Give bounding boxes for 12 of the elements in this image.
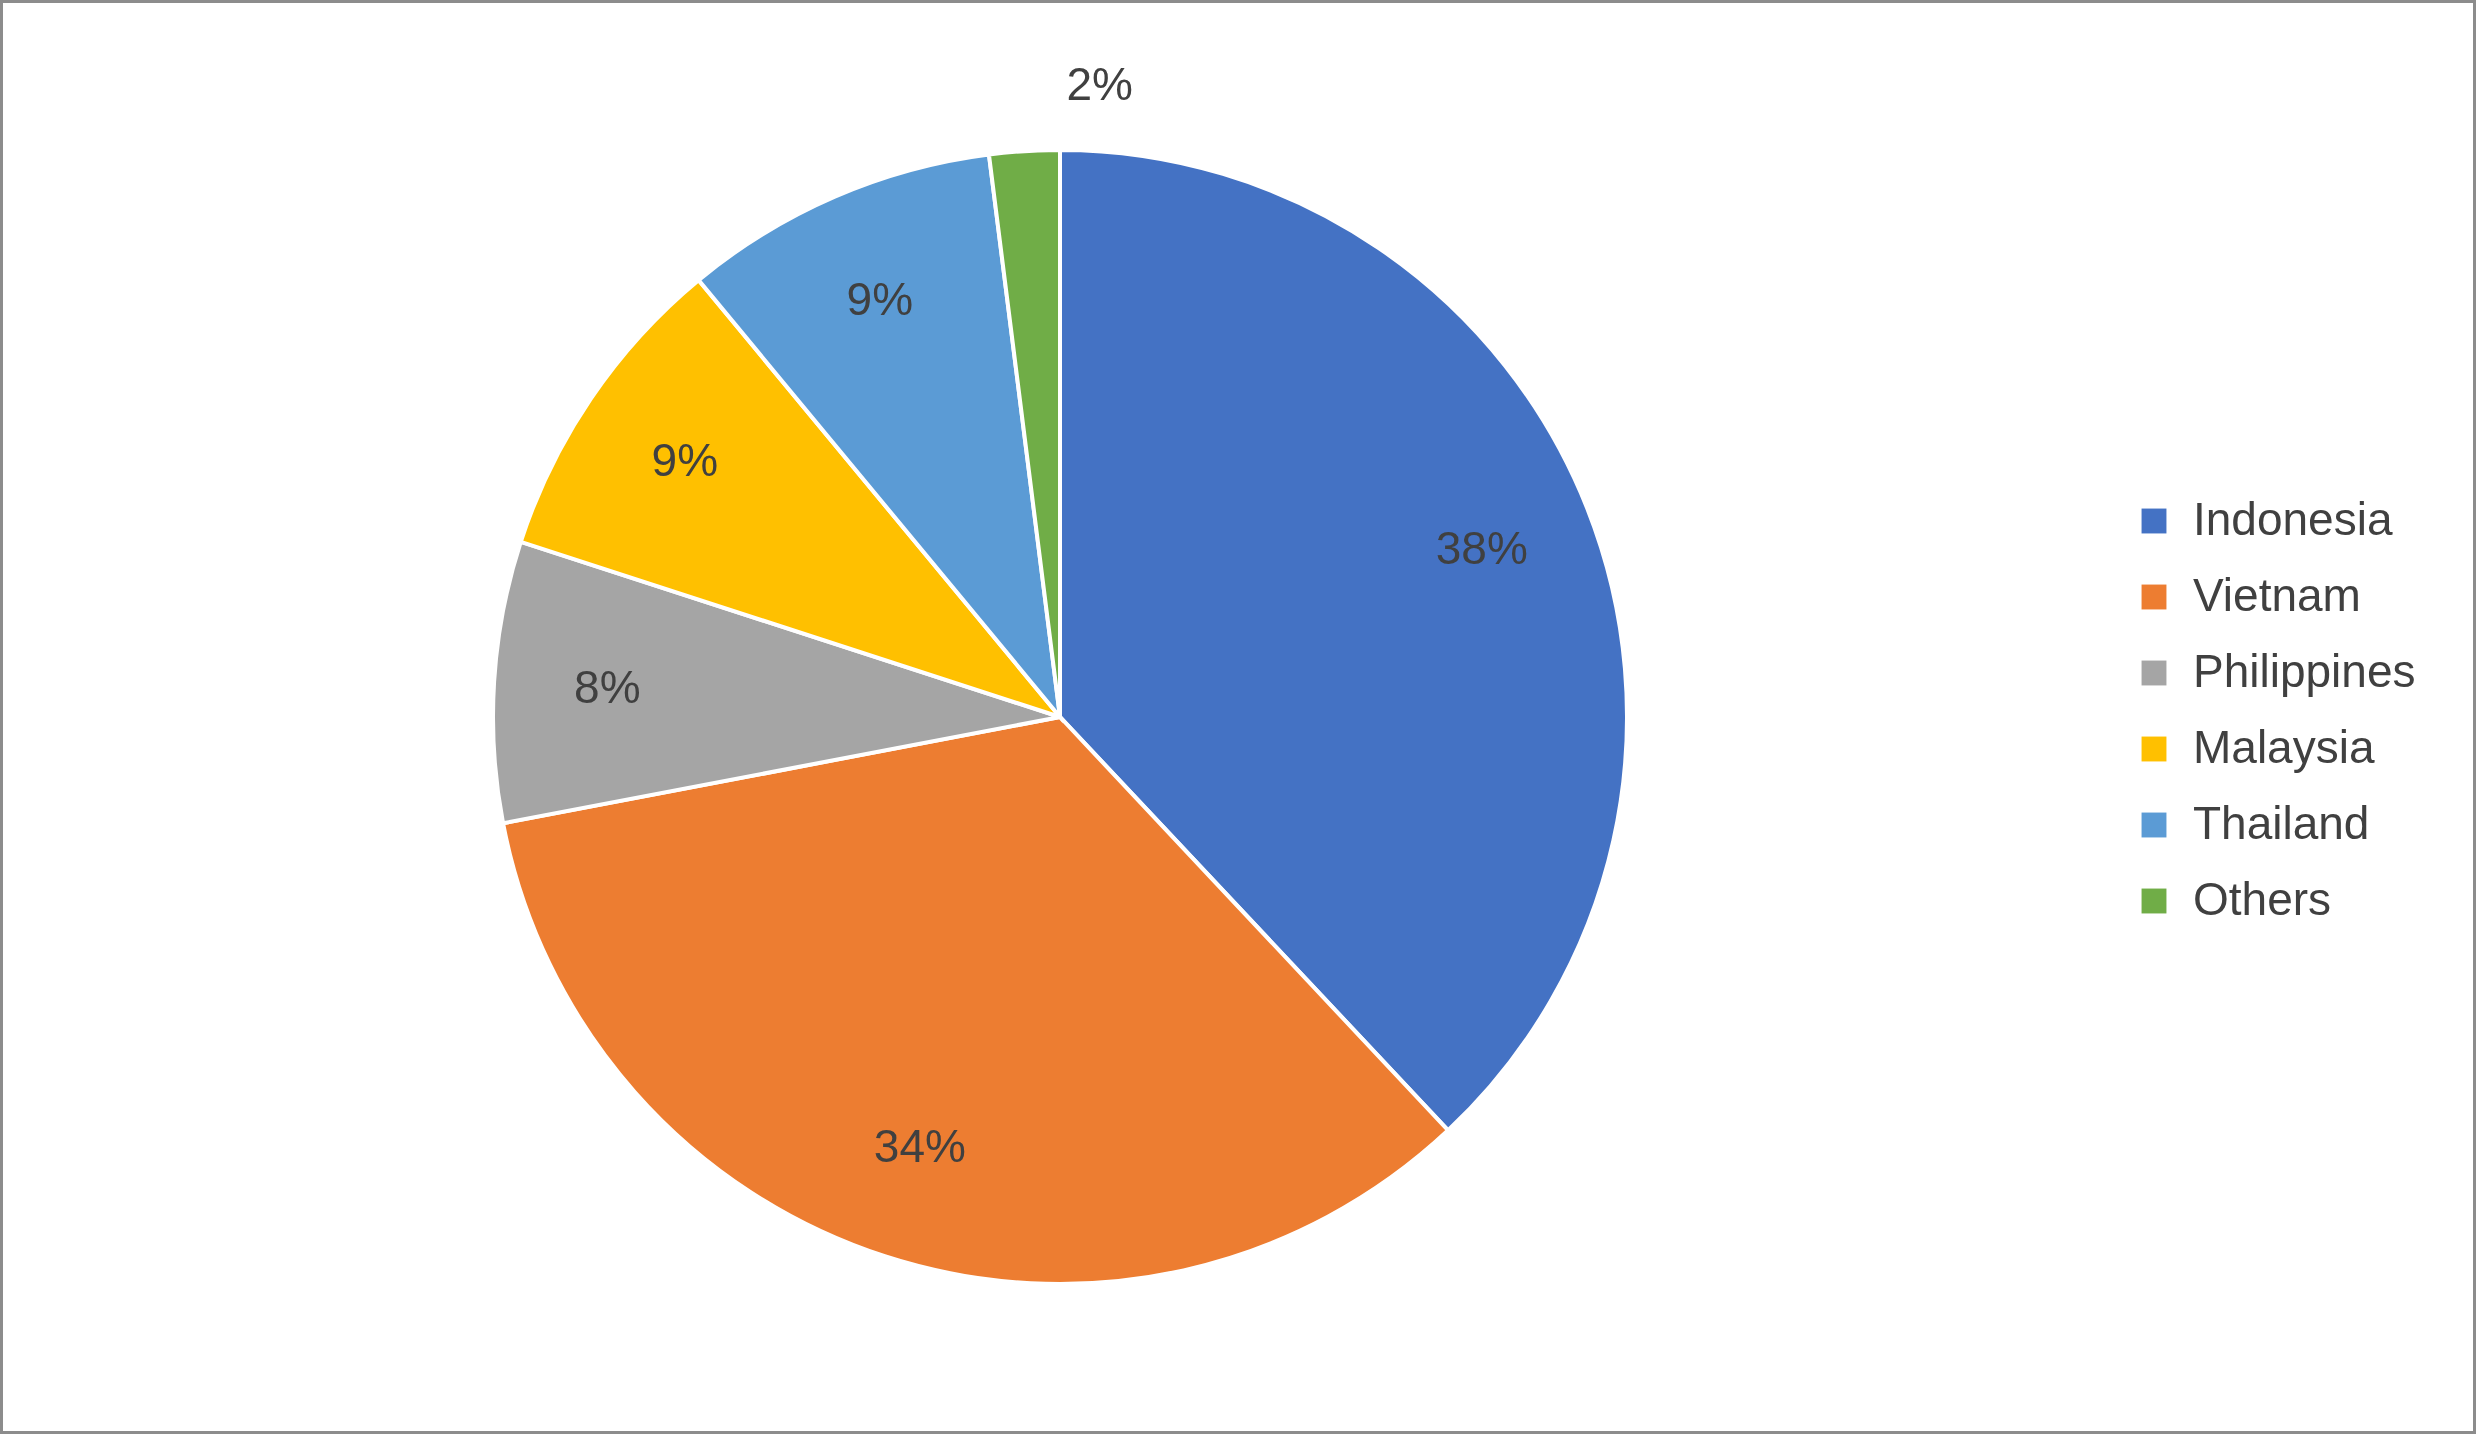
legend-label: Thailand [2193, 797, 2370, 849]
legend-label: Philippines [2193, 645, 2416, 697]
data-label: 9% [651, 434, 719, 487]
legend-label: Indonesia [2193, 493, 2393, 545]
legend-label: Malaysia [2193, 721, 2375, 773]
data-label: 38% [1435, 522, 1528, 575]
legend-label: Vietnam [2193, 569, 2361, 621]
legend-label: Others [2193, 873, 2332, 925]
data-label: 34% [873, 1120, 966, 1173]
data-label: 2% [1066, 58, 1133, 111]
data-label: 9% [846, 272, 914, 325]
data-label: 8% [574, 660, 641, 713]
